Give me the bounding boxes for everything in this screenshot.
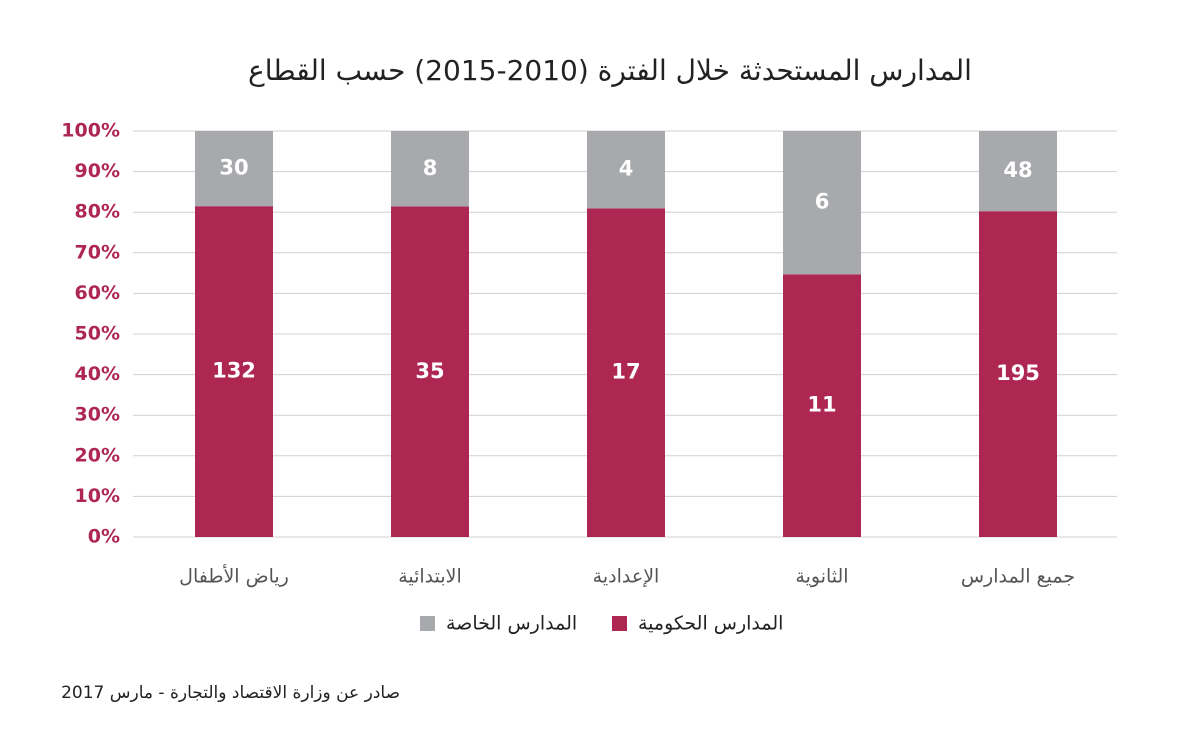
data-label: 6 (815, 190, 830, 214)
bar-segment (587, 208, 665, 538)
x-tick-label: الثانوية (795, 566, 848, 588)
data-label: 11 (807, 393, 836, 417)
legend-swatch (420, 616, 435, 631)
data-label: 17 (611, 360, 640, 384)
x-tick-label: جميع المدارس (961, 566, 1075, 588)
data-label: 132 (212, 359, 256, 383)
data-label: 8 (423, 156, 438, 180)
bar-segment (195, 131, 273, 207)
source-note: صادر عن وزارة الاقتصاد والتجارة - مارس 2… (61, 683, 400, 703)
x-tick-label: رياض الأطفال (179, 565, 289, 588)
bar-segment (979, 131, 1057, 212)
bar-segment (391, 131, 469, 207)
y-tick-label: 100% (61, 120, 120, 142)
bar-segment (587, 131, 665, 209)
y-tick-label: 50% (75, 323, 120, 345)
x-tick-label: الابتدائية (398, 566, 462, 588)
y-tick-label: 0% (88, 526, 120, 548)
data-label: 195 (996, 361, 1040, 385)
y-tick-label: 10% (75, 485, 120, 507)
data-label: 30 (219, 156, 248, 180)
bar-segment (783, 131, 861, 275)
y-tick-label: 40% (75, 363, 120, 385)
data-label: 4 (619, 157, 634, 181)
bar-segment (195, 206, 273, 537)
bar-segment (391, 206, 469, 537)
y-tick-label: 60% (75, 282, 120, 304)
y-tick-label: 90% (75, 160, 120, 182)
chart-title: المدارس المستحدثة خلال الفترة (2010-2015… (248, 54, 972, 87)
x-tick-label: الإعدادية (593, 566, 660, 588)
legend-label: المدارس الحكومية (638, 613, 783, 635)
data-label: 35 (415, 359, 444, 383)
y-tick-label: 20% (75, 444, 120, 466)
legend-swatch (612, 616, 627, 631)
legend-label: المدارس الخاصة (446, 613, 577, 635)
bar-segment (783, 274, 861, 537)
y-tick-label: 30% (75, 404, 120, 426)
bar-segment (979, 211, 1057, 538)
y-tick-label: 80% (75, 201, 120, 223)
data-label: 48 (1003, 158, 1032, 182)
y-tick-label: 70% (75, 241, 120, 263)
